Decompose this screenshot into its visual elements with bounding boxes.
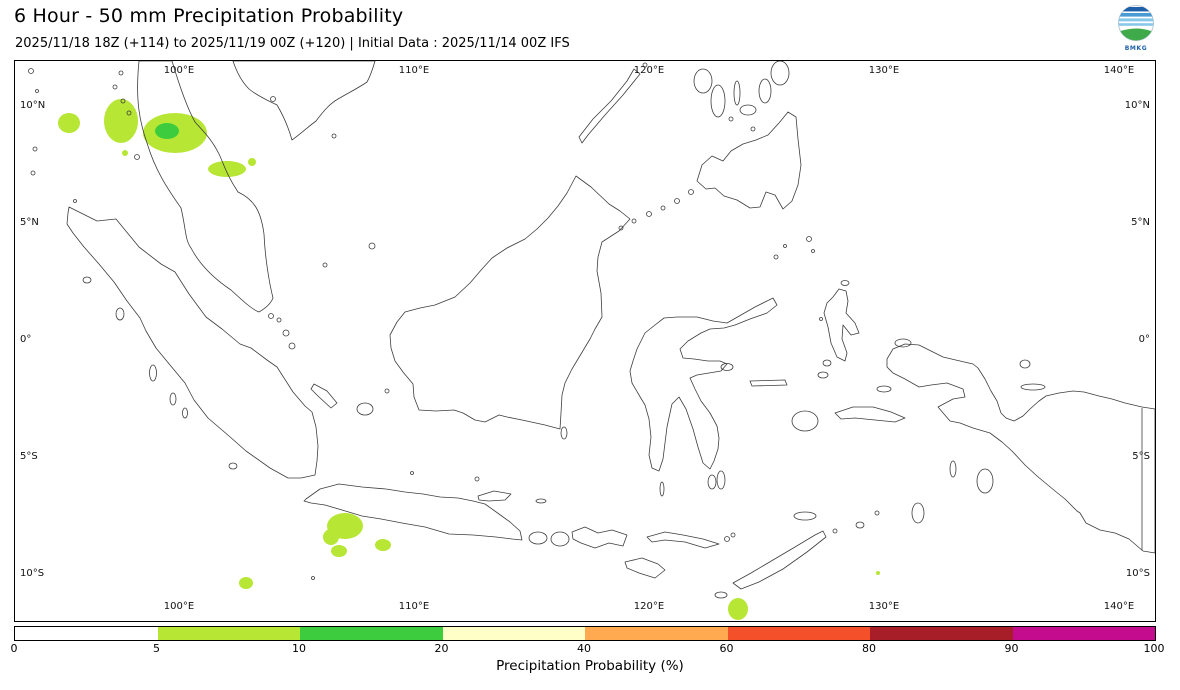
colorbar-tick-label: 40 — [577, 642, 591, 655]
colorbar-tick-label: 20 — [434, 642, 449, 655]
precip-patch — [323, 529, 339, 545]
colorbar-tick-row: 0 5 10 20 40 60 80 90 100 — [10, 642, 1165, 656]
colorbar-segment — [442, 627, 585, 640]
lon-tick-label: 100°E — [163, 601, 195, 612]
colorbar-segment — [585, 627, 728, 640]
colorbar-tick-label: 80 — [862, 642, 876, 655]
lon-tick-label: 120°E — [633, 65, 665, 76]
lon-tick-label: 110°E — [398, 601, 430, 612]
lon-tick-label: 110°E — [398, 65, 430, 76]
precip-patch — [104, 99, 138, 143]
colorbar-tick-label: 100 — [1143, 642, 1165, 655]
lat-tick-label: 10°S — [1125, 568, 1150, 579]
bmkg-logo: BMKG — [1114, 4, 1158, 52]
precip-layer — [58, 99, 880, 620]
lat-tick-label: 5°N — [1131, 217, 1150, 228]
lat-tick-label: 10°N — [20, 100, 46, 111]
precip-patch — [375, 539, 391, 551]
precip-patch — [58, 113, 80, 133]
precip-patch — [876, 571, 880, 575]
map-area: 100°E 100°E 110°E 110°E 120°E 120°E 130°E 130°E… — [14, 60, 1156, 622]
lon-tick-label: 130°E — [868, 65, 900, 76]
lat-tick-label: 0° — [1138, 334, 1150, 345]
precip-patch — [208, 161, 246, 177]
lon-tick-label: 140°E — [1103, 65, 1135, 76]
logo-globe-stripes — [1118, 7, 1154, 41]
lat-tick-label: 5°S — [20, 451, 38, 462]
lat-tick-label: 10°N — [1124, 100, 1150, 111]
colorbar-segment — [15, 627, 158, 640]
colorbar-segment — [870, 627, 1013, 640]
lon-tick-label: 140°E — [1103, 601, 1135, 612]
precip-patch — [728, 598, 748, 620]
precip-patch — [239, 577, 253, 589]
colorbar-tick-label: 10 — [292, 642, 306, 655]
lat-tick-label: 5°N — [20, 217, 39, 228]
colorbar-segment — [300, 627, 443, 640]
colorbar-tick-label: 0 — [10, 642, 18, 655]
colorbar — [14, 626, 1156, 641]
lat-tick-label: 0° — [20, 334, 32, 345]
bmkg-logo-text: BMKG — [1124, 45, 1148, 52]
colorbar-label: Precipitation Probability (%) — [496, 658, 684, 674]
valid-time-subtitle: 2025/11/18 18Z (+114) to 2025/11/19 00Z … — [15, 36, 570, 51]
page-title: 6 Hour - 50 mm Precipitation Probability — [14, 5, 404, 27]
colorbar-segment — [1012, 627, 1155, 640]
precip-patch — [155, 123, 179, 139]
lon-tick-label: 100°E — [163, 65, 195, 76]
precip-patch — [248, 158, 256, 166]
colorbar-segment — [727, 627, 870, 640]
precip-patch — [122, 150, 128, 156]
lon-tick-label: 120°E — [633, 601, 665, 612]
map-svg — [28, 61, 1155, 620]
precip-patch — [331, 545, 347, 557]
bmkg-globe-icon — [1118, 5, 1154, 41]
lon-tick-label: 130°E — [868, 601, 900, 612]
lat-tick-label: 5°S — [1132, 451, 1150, 462]
colorbar-tick-label: 90 — [1004, 642, 1019, 655]
colorbar-segment — [157, 627, 300, 640]
lat-tick-label: 10°S — [20, 568, 45, 579]
colorbar-tick-label: 60 — [719, 642, 734, 655]
colorbar-tick-label: 5 — [153, 642, 160, 655]
